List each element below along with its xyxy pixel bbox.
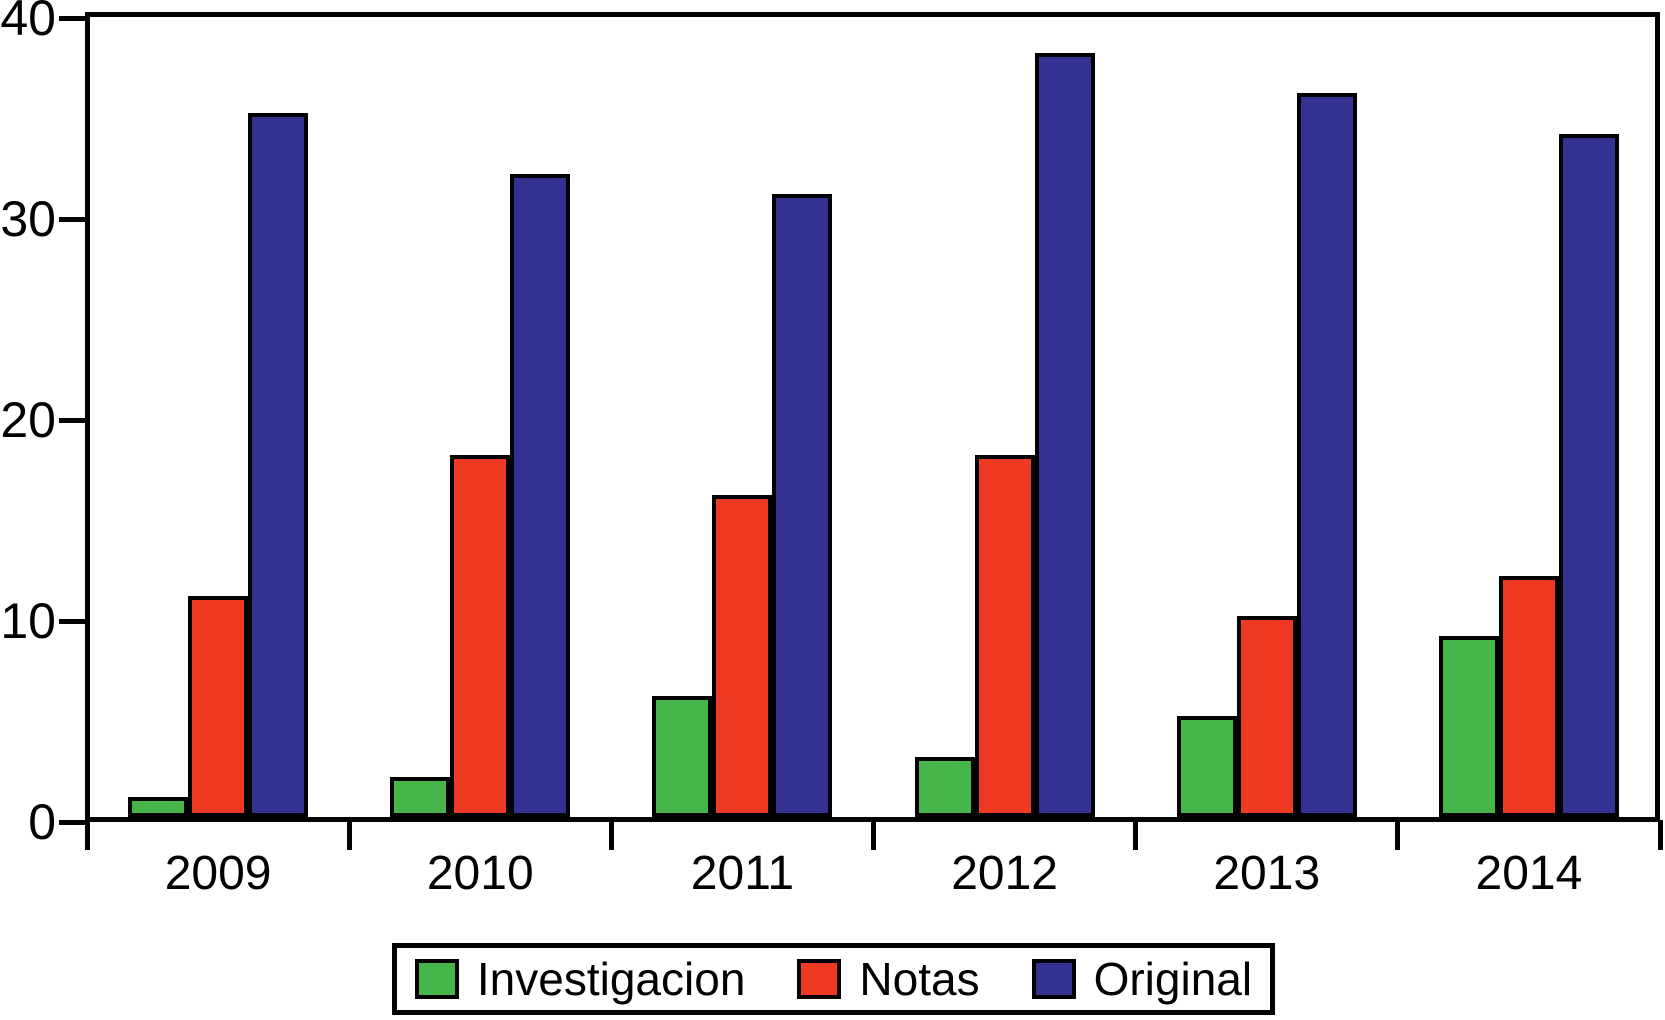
y-axis-tick (59, 417, 85, 423)
legend-item-original: Original (1031, 952, 1253, 1006)
x-axis-tick (1395, 820, 1401, 850)
bar-original-2011 (772, 194, 833, 817)
legend-label: Investigacion (476, 953, 746, 1005)
x-axis-category-label: 2010 (426, 847, 534, 900)
bar-original-2010 (510, 174, 571, 817)
y-axis-tick-label: 0 (28, 794, 56, 850)
legend-label: Original (1093, 953, 1253, 1005)
x-axis-tick (84, 820, 90, 850)
bar-notas-2010 (450, 455, 511, 817)
bar-notas-2011 (712, 495, 773, 817)
x-axis-category-label: 2011 (690, 847, 795, 900)
legend-label: Notas (859, 953, 980, 1005)
bar-investigacion-2012 (914, 757, 975, 817)
bar-original-2012 (1034, 53, 1095, 817)
bar-notas-2009 (188, 596, 249, 817)
x-axis-category-label: 2012 (951, 847, 1058, 900)
legend: Investigacion Notas Original (392, 943, 1275, 1015)
x-axis-tick (871, 820, 876, 850)
x-axis-category-label: 2013 (1213, 847, 1321, 900)
bar-notas-2012 (974, 455, 1035, 817)
y-axis-tick (59, 819, 85, 825)
bar-investigacion-2013 (1176, 716, 1237, 817)
bar-investigacion-2010 (390, 777, 451, 817)
plot-area (85, 12, 1660, 822)
bar-notas-2013 (1236, 616, 1297, 817)
bar-original-2009 (248, 113, 309, 817)
bar-investigacion-2011 (652, 696, 713, 817)
x-axis-tick (346, 820, 352, 850)
legend-swatch-investigacion (414, 959, 459, 999)
bar-investigacion-2009 (128, 797, 189, 817)
bar-original-2014 (1558, 134, 1619, 817)
x-axis-tick (1657, 820, 1663, 850)
y-axis-tick-label: 10 (0, 593, 56, 649)
y-axis-tick (59, 15, 85, 21)
x-axis-category-label: 2014 (1475, 847, 1583, 900)
legend-item-notas: Notas (797, 952, 980, 1006)
bar-investigacion-2014 (1438, 636, 1499, 817)
legend-swatch-notas (797, 959, 842, 999)
x-axis-tick (608, 820, 614, 850)
y-axis-tick (59, 216, 85, 222)
y-axis-tick (59, 618, 85, 624)
bars-layer (90, 17, 1655, 817)
bar-notas-2014 (1498, 576, 1559, 817)
bar-original-2013 (1296, 93, 1357, 817)
y-axis-tick-label: 40 (0, 0, 56, 46)
legend-item-investigacion: Investigacion (414, 952, 746, 1006)
y-axis-tick-label: 20 (0, 392, 56, 448)
legend-swatch-original (1031, 959, 1076, 999)
y-axis-tick-label: 30 (0, 191, 56, 247)
x-axis-tick (1133, 820, 1139, 850)
x-axis-category-label: 2009 (164, 847, 272, 900)
